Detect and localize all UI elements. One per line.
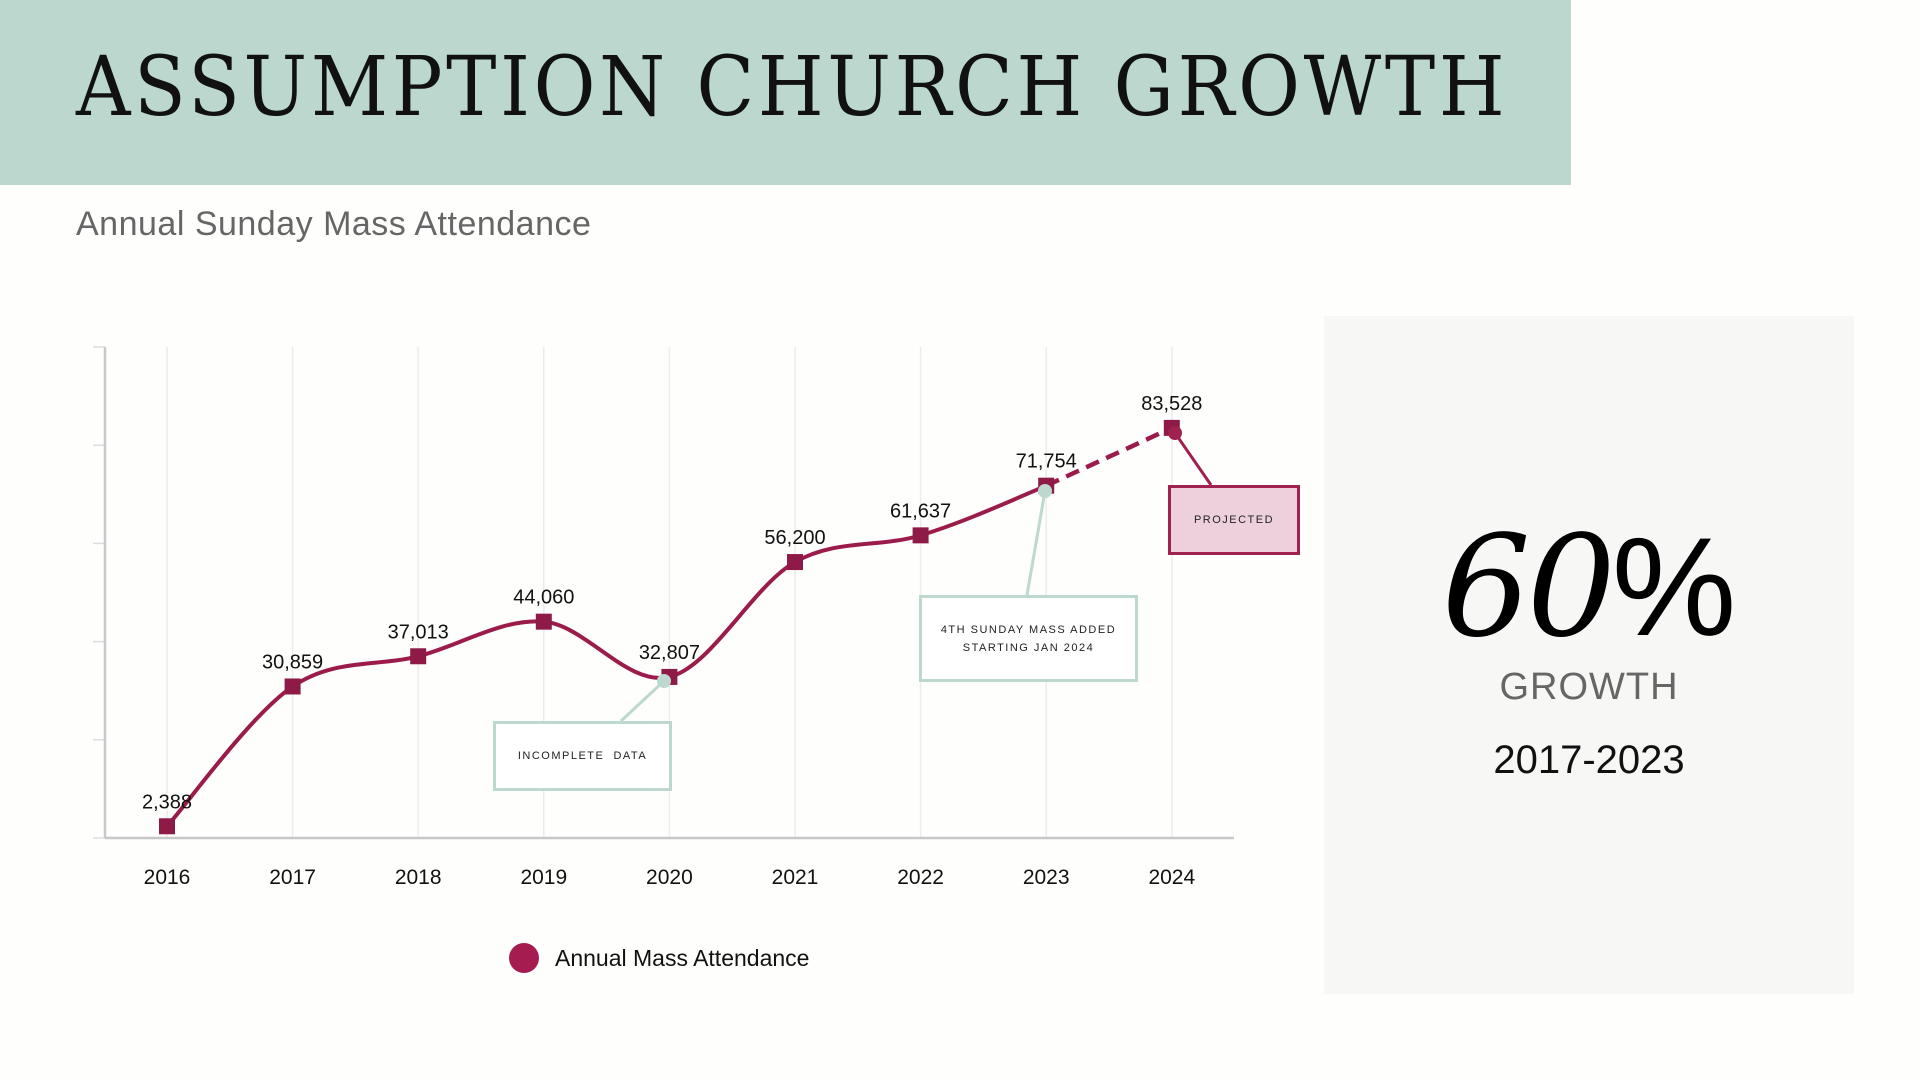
callout-incomplete-data: INCOMPLETE DATA: [493, 721, 672, 791]
callout-text: INCOMPLETE DATA: [517, 750, 648, 762]
projected-line: [1045, 425, 1173, 488]
x-tick-label: 2017: [269, 866, 316, 889]
growth-period: 2017-2023: [1493, 738, 1685, 782]
x-tick-label: 2021: [772, 866, 819, 889]
data-label: 37,013: [388, 621, 449, 643]
callout-projected: PROJECTED: [1168, 485, 1300, 555]
data-label: 30,859: [262, 651, 323, 673]
x-tick-label: 2022: [897, 866, 944, 889]
page-title: ASSUMPTION CHURCH GROWTH: [76, 40, 1509, 135]
data-label: 61,637: [890, 500, 951, 522]
legend-marker: [509, 943, 539, 973]
legend-label: Annual Mass Attendance: [555, 945, 809, 971]
data-label: 56,200: [764, 527, 825, 549]
x-tick-label: 2023: [1023, 866, 1070, 889]
attendance-line-chart: 2016 2017 2018 2019 2020 2021 2022 2023 2024 2,38…: [93, 346, 1234, 973]
x-tick-label: 2018: [395, 866, 442, 889]
callout-anchor: [1038, 484, 1052, 498]
callout-text: PROJECTED: [1193, 514, 1275, 526]
chart-subtitle: Annual Sunday Mass Attendance: [76, 205, 592, 243]
callout-text: 4TH SUNDAY MASS ADDED: [940, 623, 1117, 636]
x-tick-label: 2020: [646, 866, 693, 889]
growth-stat-panel: 60% GROWTH 2017-2023: [1324, 316, 1854, 994]
callout-anchor: [657, 674, 671, 688]
x-tick-label: 2024: [1148, 866, 1195, 889]
growth-percentage: 60%: [1324, 506, 1854, 669]
growth-value: 60: [1441, 506, 1616, 669]
data-point: [787, 554, 803, 571]
data-label: 44,060: [513, 587, 574, 609]
data-label: 2,388: [142, 791, 192, 813]
data-label: 71,754: [1016, 451, 1077, 473]
percent-sign: %: [1611, 508, 1737, 665]
data-point: [159, 818, 175, 835]
data-point: [535, 613, 552, 630]
growth-label: GROWTH: [1499, 666, 1679, 708]
x-tick-label: 2019: [520, 866, 567, 889]
callout-connector: [619, 679, 666, 723]
data-point: [912, 527, 929, 544]
data-label: 83,528: [1141, 393, 1202, 415]
data-label: 32,807: [639, 642, 700, 664]
data-point: [410, 648, 427, 665]
callout-connector: [1025, 490, 1047, 596]
callout-text-line2: STARTING JAN 2024: [962, 641, 1095, 654]
x-tick-label: 2016: [144, 866, 191, 889]
title-banner: ASSUMPTION CHURCH GROWTH: [0, 0, 1571, 185]
callout-connector: [1173, 432, 1213, 486]
data-point: [284, 678, 301, 695]
callout-anchor: [1168, 426, 1182, 440]
callout-fourth-mass: 4TH SUNDAY MASS ADDED STARTING JAN 2024: [919, 595, 1138, 682]
